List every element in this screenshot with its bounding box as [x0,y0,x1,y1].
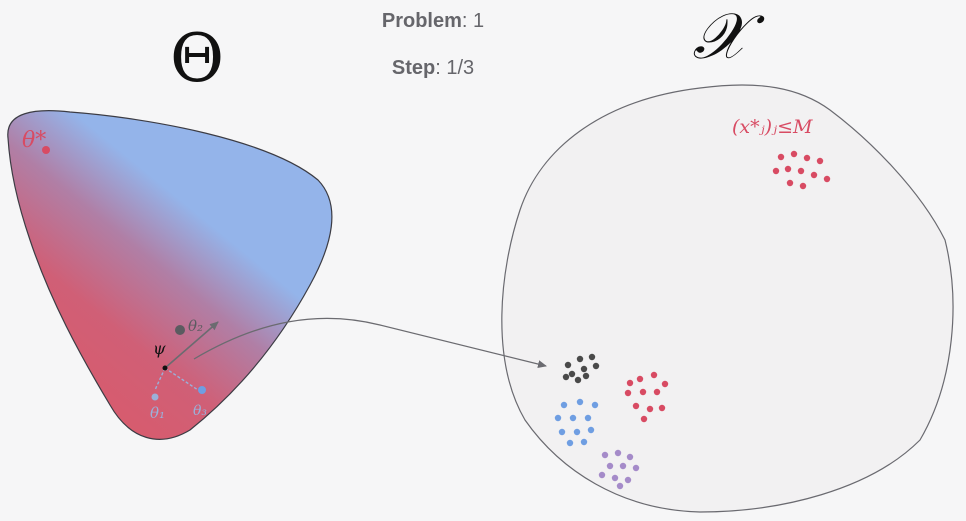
blue-sample-point [554,414,562,422]
blue-sample-point [566,439,574,447]
current-sample-point [562,373,570,381]
red-sample-point [646,405,654,413]
data-space-region [501,84,954,513]
target-sample-point [786,179,794,187]
center-label: ψ [153,339,166,358]
problem-indicator: Problem: 1 [381,10,485,32]
blue-sample-point [587,426,595,434]
target-sample-point [772,167,780,175]
target-sample-point [803,154,811,162]
theta3-point [198,386,206,394]
red-sample-point [653,388,661,396]
blue-sample-point [576,398,584,406]
target-sample-point [784,165,792,173]
purple-sample-point [624,476,632,484]
purple-sample-point [632,464,640,472]
current-sample-point [574,376,582,384]
blue-sample-point [569,414,577,422]
current-sample-point [592,362,600,370]
mapping-arrow [193,317,547,369]
target-sample-point [777,153,785,161]
red-sample-point [661,380,669,388]
red-sample-point [624,389,632,397]
red-sample-point [636,375,644,383]
current-sample-point [582,372,590,380]
theta2-point [175,325,185,335]
blue-sample-point [573,428,581,436]
current-sample-point [568,370,576,378]
theta1-point [151,393,159,401]
step-indicator: Step: 1/3 [391,57,475,79]
red-sample-point [658,404,666,412]
step-label: Step [391,57,436,79]
blue-sample-point [560,401,568,409]
purple-sample-point [626,453,634,461]
step-vector [164,321,219,369]
blue-sample-point [558,428,566,436]
theta3-label: θ₃ [193,403,207,419]
blue-sample-point [580,438,588,446]
purple-sample-point [619,462,627,470]
parameter-space-title: Θ [170,20,224,97]
center-point [162,365,168,371]
purple-sample-point [614,449,622,457]
red-sample-point [632,402,640,410]
purple-sample-point [606,462,614,470]
problem-label: Problem [381,10,462,32]
target-samples-label: (x*ⱼ)ⱼ≤M [732,116,813,138]
target-sample-point [816,157,824,165]
current-sample-point [576,355,584,363]
data-space-title: 𝒳 [692,0,765,74]
red-sample-point [640,415,648,423]
theta2-label: θ₂ [188,317,203,335]
purple-sample-point [611,474,619,482]
red-sample-point [650,371,658,379]
purple-sample-point [616,482,624,490]
current-sample-point [564,361,572,369]
purple-sample-point [598,471,606,479]
purple-sample-point [601,451,609,459]
perturbation-vector-1 [154,367,166,391]
optimum-point [42,146,50,154]
sample-clusters [554,150,831,490]
problem-value: 1 [473,10,485,32]
blue-sample-point [584,414,592,422]
theta1-label: θ₁ [150,404,165,422]
target-sample-point [799,182,807,190]
target-sample-point [810,171,818,179]
target-sample-point [823,175,831,183]
current-sample-point [580,365,588,373]
blue-sample-point [591,401,599,409]
target-sample-point [797,167,805,175]
parameter-space-region [7,110,333,440]
red-sample-point [639,388,647,396]
perturbation-vector-3 [164,367,199,391]
step-value: 1/3 [446,57,475,79]
target-sample-point [790,150,798,158]
current-sample-point [588,353,596,361]
red-sample-point [626,379,634,387]
